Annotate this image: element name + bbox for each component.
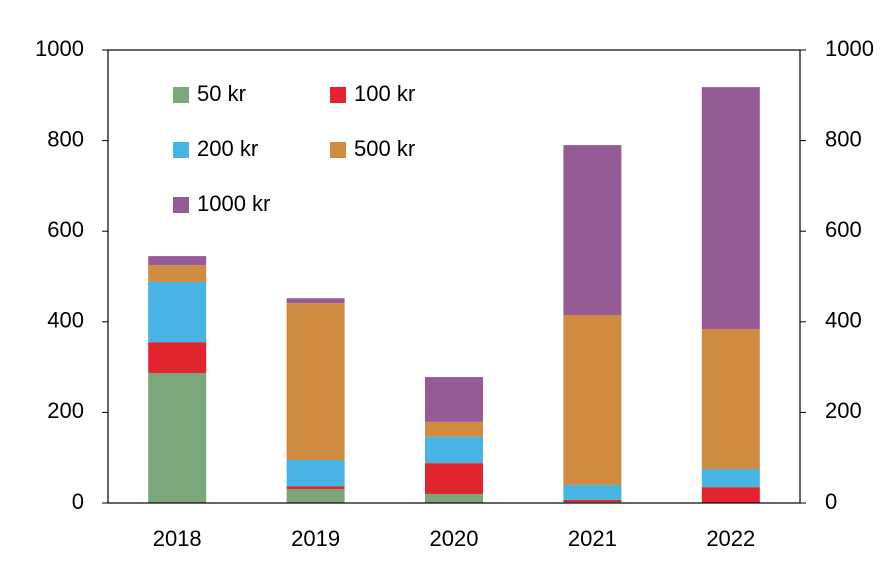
- y-tick-label: 800: [47, 126, 84, 151]
- bar-segment: [701, 469, 760, 488]
- y2-tick-label: 0: [825, 489, 837, 514]
- bar-segment: [563, 484, 622, 500]
- plot-frame: [107, 49, 801, 504]
- legend-label: 50 kr: [197, 81, 246, 106]
- bar-segment: [286, 486, 345, 489]
- bar-segment: [425, 377, 483, 422]
- bar-segment: [148, 265, 207, 282]
- bar-segment: [286, 298, 345, 304]
- legend-swatch: [173, 197, 189, 213]
- legend-swatch: [330, 87, 346, 103]
- bar-segment: [425, 436, 483, 464]
- x-tick-label: 2022: [706, 526, 755, 551]
- legend-swatch: [330, 142, 346, 158]
- legend-swatch: [173, 87, 189, 103]
- y2-tick-label: 400: [825, 308, 862, 333]
- y-tick-label: 400: [47, 308, 84, 333]
- bar-segment: [148, 372, 207, 503]
- bar-segment: [425, 493, 483, 503]
- bar-segment: [701, 329, 760, 470]
- bar-segment: [425, 421, 483, 437]
- x-tick-label: 2021: [568, 526, 617, 551]
- bar-segment: [563, 145, 622, 316]
- y-tick-label: 200: [47, 398, 84, 423]
- y-tick-label: 600: [47, 217, 84, 242]
- bar-segment: [286, 303, 345, 460]
- bar-segment: [563, 499, 622, 503]
- x-tick-label: 2018: [153, 526, 202, 551]
- legend-label: 200 kr: [197, 136, 258, 161]
- legend-label: 1000 kr: [197, 191, 270, 216]
- legend-label: 500 kr: [354, 136, 415, 161]
- bar-segment: [286, 459, 345, 487]
- x-tick-label: 2019: [291, 526, 340, 551]
- y2-tick-label: 1000: [825, 36, 874, 61]
- bar-segment: [148, 281, 207, 343]
- bar-segment: [425, 463, 483, 494]
- y2-tick-label: 200: [825, 398, 862, 423]
- x-tick-label: 2020: [430, 526, 479, 551]
- bar-segment: [563, 315, 622, 485]
- bar-segment: [148, 256, 207, 266]
- bar-segment: [148, 342, 207, 373]
- bar-segment: [701, 487, 760, 503]
- legend-swatch: [173, 142, 189, 158]
- y-tick-label: 1000: [35, 36, 84, 61]
- bar-segment: [286, 488, 345, 503]
- legend-label: 100 kr: [354, 81, 415, 106]
- y2-tick-label: 600: [825, 217, 862, 242]
- y-tick-label: 0: [72, 489, 84, 514]
- bar-segment: [701, 87, 760, 330]
- y2-tick-label: 800: [825, 126, 862, 151]
